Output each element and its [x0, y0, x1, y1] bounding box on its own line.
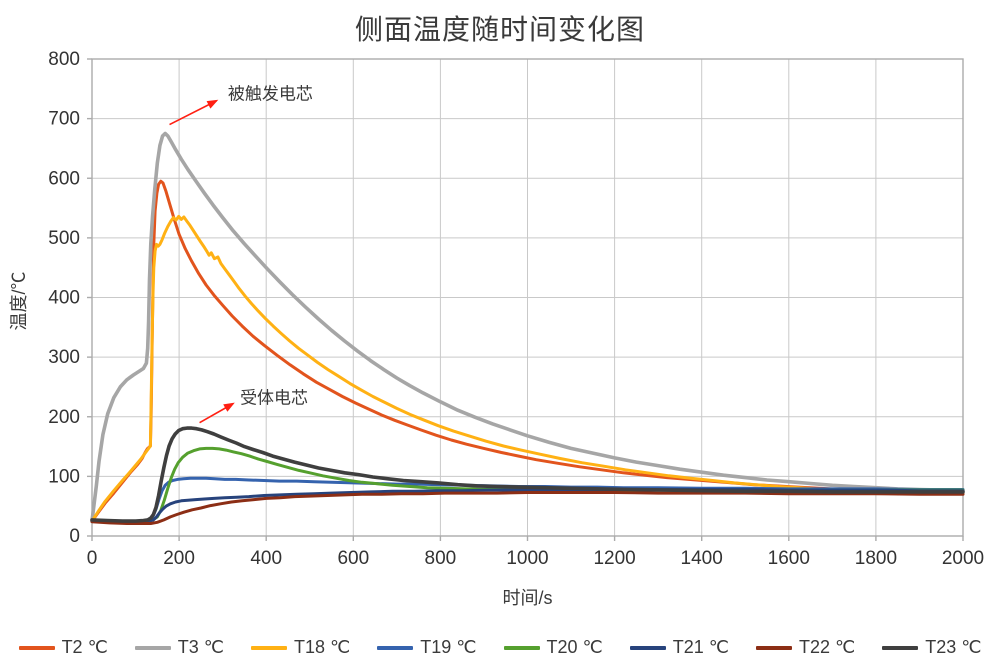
- legend-swatch-T19: [377, 645, 414, 650]
- x-tick-label: 200: [163, 548, 195, 569]
- annotation-arrowhead-receiver-cell: [223, 402, 235, 412]
- series-line-T3: [90, 131, 965, 523]
- series-line-T18: [90, 214, 965, 523]
- legend-item-T18: T18 ℃: [251, 637, 350, 658]
- legend-swatch-T3: [134, 645, 171, 650]
- y-tick-label: 400: [48, 288, 80, 309]
- x-tick-label: 800: [425, 548, 457, 569]
- legend-swatch-T18: [251, 645, 288, 650]
- legend-item-T21: T21 ℃: [629, 637, 729, 658]
- legend-label-T18: T18 ℃: [294, 637, 351, 657]
- y-tick-label: 100: [48, 466, 80, 487]
- x-tick-label: 2000: [942, 548, 984, 569]
- chart-legend: T2 ℃ T3 ℃ T18 ℃ T19 ℃ T20 ℃ T21 ℃ T22 ℃ T23 ℃: [0, 637, 1000, 658]
- legend-item-T22: T22 ℃: [755, 637, 856, 658]
- annotation-label-receiver-cell: 受体电芯: [240, 389, 308, 408]
- legend-label-T2: T2 ℃: [61, 637, 108, 657]
- x-tick-label: 1200: [593, 548, 635, 569]
- y-tick-label: 300: [48, 347, 80, 368]
- x-tick-label: 0: [87, 548, 98, 569]
- x-tick-label: 600: [337, 548, 369, 569]
- x-tick-label: 1400: [681, 548, 723, 569]
- x-tick-label: 1000: [506, 548, 548, 569]
- legend-item-T3: T3 ℃: [134, 637, 225, 658]
- x-tick-label: 1600: [768, 548, 810, 569]
- legend-label-T23: T23 ℃: [925, 637, 982, 657]
- legend-swatch-T22: [755, 645, 792, 650]
- y-tick-label: 0: [69, 526, 80, 547]
- x-tick-label: 1800: [855, 548, 897, 569]
- annotation-label-triggered-cell: 被触发电芯: [228, 85, 313, 104]
- legend-item-T2: T2 ℃: [18, 637, 108, 658]
- legend-label-T19: T19 ℃: [420, 637, 477, 657]
- x-tick-label: 400: [250, 548, 282, 569]
- series-line-T23: [90, 426, 965, 523]
- y-tick-label: 800: [48, 49, 80, 70]
- y-tick-label: 700: [48, 109, 80, 130]
- annotation-arrowhead-triggered-cell: [206, 99, 219, 109]
- y-tick-label: 200: [48, 407, 80, 428]
- legend-item-T23: T23 ℃: [882, 637, 981, 658]
- legend-swatch-T2: [18, 645, 55, 650]
- legend-item-T20: T20 ℃: [503, 637, 603, 658]
- y-tick-label: 600: [48, 168, 80, 189]
- series-line-T22: [90, 491, 965, 525]
- y-tick-label: 500: [48, 228, 80, 249]
- legend-label-T3: T3 ℃: [177, 637, 225, 657]
- page-title: 侧面温度随时间变化图: [354, 14, 645, 45]
- legend-label-T21: T21 ℃: [672, 637, 729, 657]
- legend-swatch-T21: [629, 645, 666, 650]
- legend-item-T19: T19 ℃: [377, 637, 477, 658]
- legend-label-T20: T20 ℃: [546, 637, 603, 657]
- legend-label-T22: T22 ℃: [798, 637, 856, 657]
- legend-swatch-T20: [503, 645, 540, 650]
- legend-swatch-T23: [882, 645, 919, 650]
- x-axis-title: 时间/s: [502, 588, 553, 608]
